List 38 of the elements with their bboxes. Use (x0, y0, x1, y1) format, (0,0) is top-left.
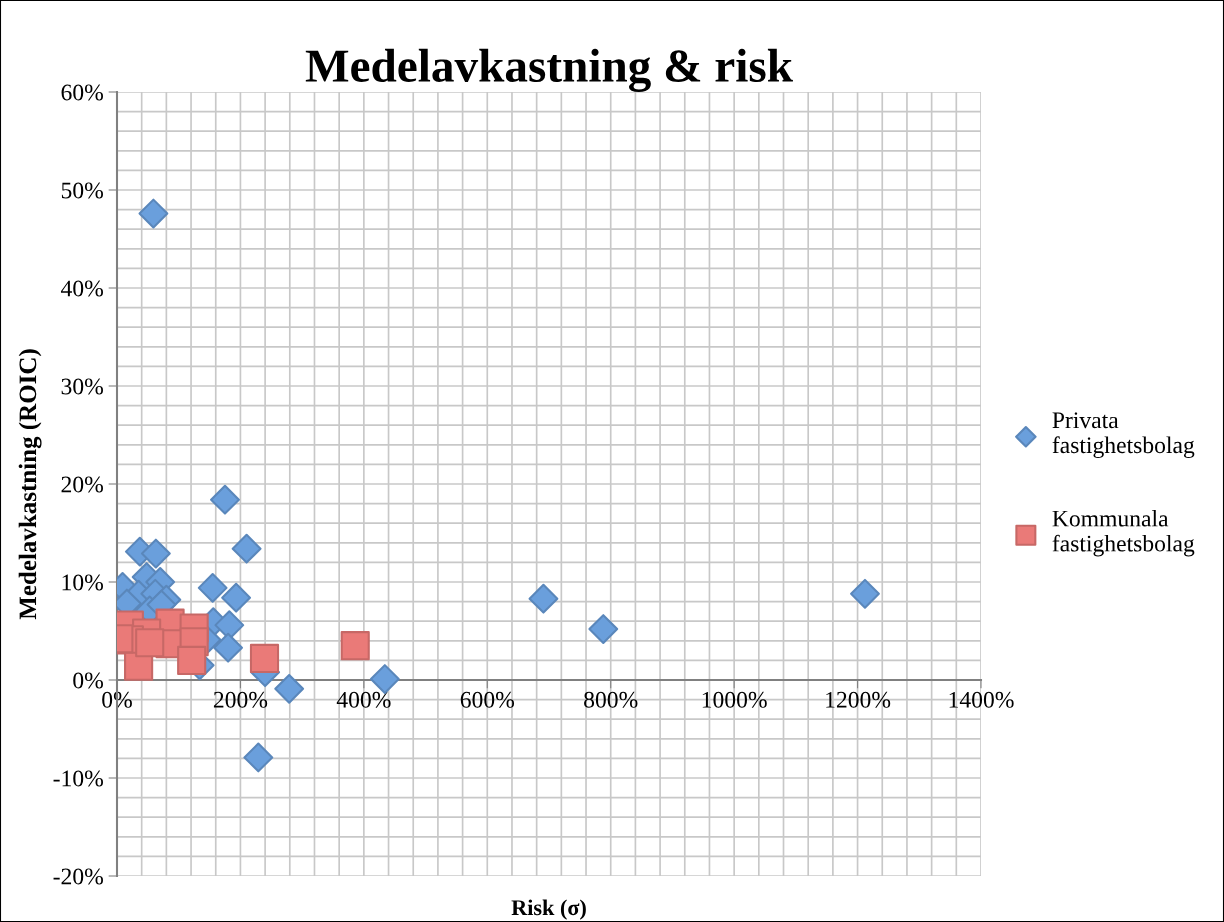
point (850, 578, 880, 609)
legend-label: Kommunala fastighetsbolag (1052, 509, 1195, 557)
y-axis-title: Medelavkastning (ROIC) (18, 349, 42, 620)
point (274, 673, 305, 704)
point (231, 533, 262, 564)
y-tick-label: 20% (61, 476, 103, 493)
point (138, 198, 169, 229)
point (197, 572, 228, 603)
x-tick-label: 200% (213, 691, 268, 708)
legend-label: Privata fastighetsbolag (1052, 412, 1195, 459)
x-tick-label: 1400% (949, 691, 1014, 708)
point (588, 614, 619, 644)
y-tick-label: 10% (62, 574, 103, 591)
y-tick-label: 60% (61, 84, 103, 101)
x-tick-label: 0% (102, 691, 132, 708)
x-tick-label: 1200% (826, 691, 891, 708)
x-axis-title: Risk (σ) (511, 899, 586, 920)
x-tick-label: 600% (460, 691, 515, 708)
y-tick-label: -10% (53, 770, 103, 787)
x-tick-label: 400% (336, 691, 391, 708)
y-tick-label: -20% (53, 868, 103, 885)
point (140, 538, 171, 569)
y-tick-label: 40% (60, 280, 103, 297)
point (210, 484, 240, 515)
point (243, 742, 274, 773)
chart-title: Medelavkastning & risk (305, 48, 793, 92)
x-tick-label: 1000% (702, 691, 767, 708)
point (177, 645, 207, 675)
point (213, 632, 244, 663)
point (221, 582, 252, 613)
y-tick-label: 0% (73, 672, 103, 689)
y-tick-label: 50% (61, 182, 103, 199)
point (249, 643, 280, 674)
x-tick-label: 800% (584, 691, 638, 708)
point (340, 631, 370, 661)
y-tick-label: 30% (61, 378, 103, 395)
point (135, 628, 165, 658)
point (528, 583, 559, 614)
